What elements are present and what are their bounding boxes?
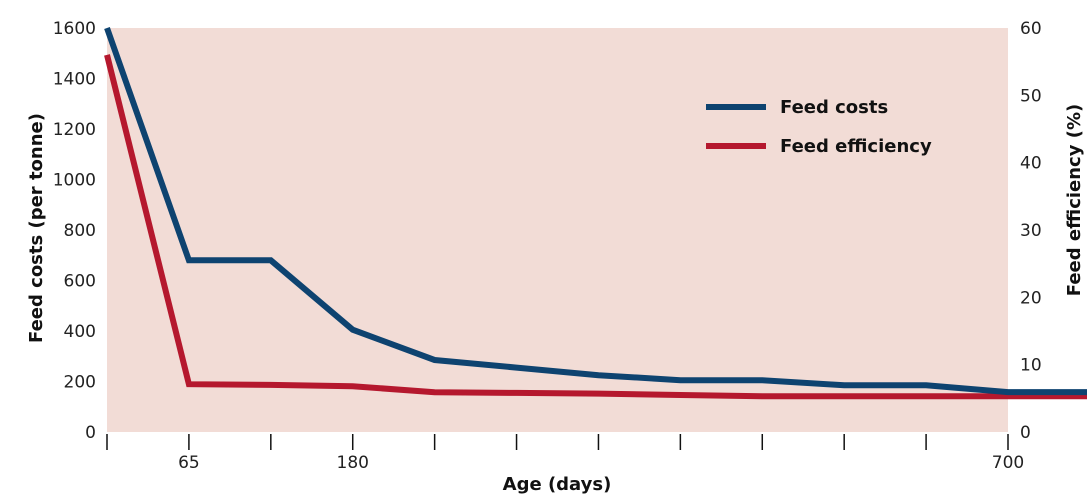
right-y-tick-label: 20 <box>1020 288 1042 308</box>
right-y-tick-label: 60 <box>1020 19 1042 39</box>
right-axis-tick-labels: 0 10 20 30 40 50 60 <box>1020 19 1042 443</box>
x-tick-label: 180 <box>337 453 369 473</box>
right-y-tick-label: 10 <box>1020 356 1042 376</box>
right-y-tick-label: 40 <box>1020 154 1042 174</box>
x-tick-label: 65 <box>178 453 200 473</box>
left-y-tick-label: 1600 <box>53 19 96 39</box>
left-axis-tick-labels: 0 200 400 600 800 1000 1200 1400 1600 <box>53 19 96 443</box>
left-y-tick-label: 400 <box>64 322 96 342</box>
left-y-tick-label: 1400 <box>53 70 96 90</box>
right-y-tick-label: 50 <box>1020 86 1042 106</box>
left-y-tick-label: 0 <box>85 423 96 443</box>
left-y-tick-label: 800 <box>64 221 96 241</box>
series-line-feed-efficiency <box>104 54 1087 400</box>
left-y-tick-label: 1000 <box>53 171 96 191</box>
legend-label-feed-costs: Feed costs <box>780 97 888 118</box>
plot-background <box>107 28 1008 432</box>
series-line-feed-costs <box>104 27 1087 396</box>
left-y-tick-label: 1200 <box>53 120 96 140</box>
right-axis-title: Feed efficiency (%) <box>1064 104 1085 296</box>
series-lines <box>104 27 1087 400</box>
left-y-tick-label: 600 <box>64 272 96 292</box>
x-axis-ticks <box>106 434 1009 450</box>
right-y-tick-label: 30 <box>1020 221 1042 241</box>
left-y-tick-label: 200 <box>64 373 96 393</box>
right-y-tick-label: 0 <box>1020 423 1031 443</box>
x-axis-title: Age (days) <box>503 474 612 495</box>
legend: Feed costs Feed efficiency <box>706 97 932 157</box>
left-axis-title: Feed costs (per tonne) <box>26 113 47 343</box>
x-axis-tick-labels: 65 180 700 <box>178 453 1024 473</box>
legend-label-feed-efficiency: Feed efficiency <box>780 136 932 157</box>
x-tick-label: 700 <box>992 453 1024 473</box>
